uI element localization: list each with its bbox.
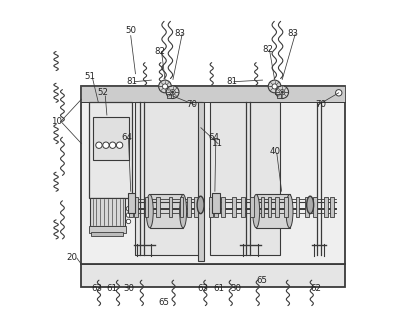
- Text: 65: 65: [158, 298, 170, 307]
- Bar: [267, 197, 271, 217]
- Bar: [166, 86, 175, 94]
- Bar: [250, 197, 254, 217]
- Bar: [90, 102, 132, 197]
- Text: 52: 52: [97, 88, 108, 97]
- Bar: [167, 94, 171, 98]
- Text: 10: 10: [51, 117, 62, 126]
- Bar: [93, 117, 129, 160]
- Bar: [221, 197, 225, 217]
- Bar: [90, 197, 125, 226]
- Text: 65: 65: [256, 276, 267, 285]
- Bar: [296, 197, 299, 217]
- Circle shape: [336, 90, 342, 96]
- Circle shape: [96, 142, 102, 148]
- Bar: [82, 264, 345, 286]
- Text: 81: 81: [127, 77, 138, 86]
- Circle shape: [103, 142, 109, 148]
- Bar: [313, 197, 317, 217]
- Circle shape: [170, 90, 175, 95]
- Bar: [145, 197, 148, 217]
- Bar: [90, 226, 126, 233]
- Circle shape: [126, 213, 131, 217]
- Bar: [156, 197, 160, 217]
- Bar: [214, 197, 218, 217]
- Text: 64: 64: [209, 133, 220, 142]
- Text: 70: 70: [186, 100, 197, 109]
- Text: 83: 83: [288, 29, 299, 38]
- Bar: [134, 197, 138, 217]
- Bar: [212, 193, 220, 213]
- Circle shape: [166, 86, 179, 99]
- Circle shape: [117, 142, 123, 148]
- Bar: [277, 94, 281, 98]
- Bar: [330, 197, 334, 217]
- Bar: [82, 86, 345, 264]
- Text: 64: 64: [121, 133, 133, 142]
- Circle shape: [172, 91, 174, 93]
- Bar: [179, 197, 183, 217]
- Circle shape: [276, 86, 289, 99]
- Bar: [194, 197, 198, 217]
- Ellipse shape: [253, 195, 259, 228]
- Bar: [91, 232, 123, 236]
- Bar: [168, 197, 172, 217]
- Bar: [256, 195, 289, 228]
- Ellipse shape: [179, 195, 187, 228]
- Bar: [241, 197, 245, 217]
- Text: 51: 51: [84, 72, 95, 81]
- Circle shape: [272, 84, 277, 89]
- Bar: [275, 197, 279, 217]
- Bar: [285, 197, 288, 217]
- Text: 61: 61: [213, 284, 224, 293]
- Bar: [129, 197, 133, 217]
- Text: 11: 11: [211, 139, 222, 148]
- Bar: [127, 193, 135, 213]
- Ellipse shape: [197, 196, 204, 214]
- Bar: [150, 195, 183, 228]
- Text: 63: 63: [197, 284, 208, 293]
- Circle shape: [268, 80, 281, 93]
- Text: 70: 70: [315, 100, 326, 109]
- Bar: [275, 86, 285, 94]
- Text: 20: 20: [66, 254, 78, 263]
- Circle shape: [162, 84, 168, 89]
- Circle shape: [109, 142, 116, 148]
- Ellipse shape: [286, 195, 293, 228]
- Bar: [135, 102, 202, 255]
- Bar: [187, 197, 191, 217]
- Text: 30: 30: [123, 284, 134, 293]
- Bar: [305, 197, 309, 217]
- Circle shape: [281, 91, 283, 93]
- Bar: [261, 197, 264, 217]
- Text: 82: 82: [262, 45, 273, 55]
- Circle shape: [159, 80, 172, 93]
- Bar: [198, 102, 204, 261]
- Circle shape: [126, 219, 131, 224]
- Circle shape: [126, 206, 131, 211]
- Text: 82: 82: [154, 47, 165, 56]
- Bar: [232, 197, 236, 217]
- Text: 40: 40: [270, 147, 281, 156]
- Text: 50: 50: [125, 26, 136, 35]
- Text: 63: 63: [91, 284, 102, 293]
- Ellipse shape: [146, 195, 153, 228]
- Text: 83: 83: [174, 29, 185, 38]
- Text: 30: 30: [231, 284, 242, 293]
- Text: 81: 81: [226, 77, 237, 86]
- Text: 61: 61: [107, 284, 117, 293]
- Bar: [209, 197, 213, 217]
- Bar: [210, 102, 280, 255]
- Bar: [82, 86, 345, 102]
- Circle shape: [280, 90, 285, 95]
- Bar: [324, 197, 328, 217]
- Ellipse shape: [307, 196, 314, 214]
- Text: 62: 62: [310, 284, 321, 293]
